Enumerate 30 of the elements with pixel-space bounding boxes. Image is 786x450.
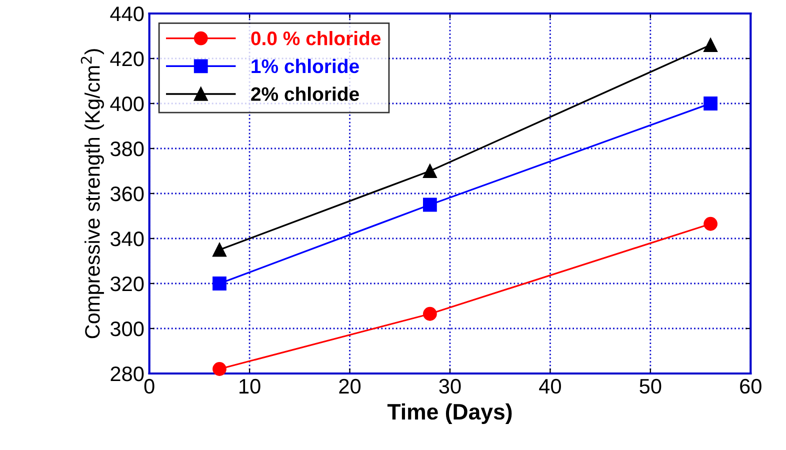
y-tick-label: 320 bbox=[110, 276, 144, 292]
point bbox=[422, 164, 437, 178]
x-tick-label: 60 bbox=[740, 378, 762, 394]
x-tick-label: 30 bbox=[439, 378, 461, 394]
point bbox=[422, 306, 437, 321]
point bbox=[422, 198, 437, 212]
point bbox=[704, 38, 718, 52]
point bbox=[704, 96, 718, 110]
y-tick-label: 360 bbox=[110, 186, 144, 202]
y-tick-label: 380 bbox=[110, 142, 144, 156]
x-axis-title: Time (Days) bbox=[387, 403, 512, 424]
y-axis-title: Compressive strength (Kg/cm$^{2}$) bbox=[80, 49, 104, 338]
y-tick-label: 400 bbox=[110, 96, 144, 112]
y-tick-label: 440 bbox=[110, 6, 144, 22]
x-tick-label: 20 bbox=[339, 378, 361, 394]
x-tick-label: 40 bbox=[539, 378, 561, 394]
point bbox=[212, 276, 226, 290]
legend-label: 1% chloride bbox=[252, 58, 359, 74]
point bbox=[212, 242, 226, 257]
x-tick-label: 0 bbox=[144, 378, 154, 394]
y-tick-label: 340 bbox=[110, 232, 144, 246]
legend-label: 0.0 % chloride bbox=[251, 31, 381, 46]
x-tick-label: 50 bbox=[640, 378, 662, 394]
x-tick-label: 10 bbox=[240, 378, 260, 394]
y-tick-label: 420 bbox=[110, 52, 144, 66]
point bbox=[704, 216, 718, 231]
y-tick-label: 300 bbox=[110, 322, 144, 336]
legend-label: 2% chloride bbox=[251, 86, 359, 101]
point bbox=[212, 362, 226, 376]
y-tick-label: 280 bbox=[110, 366, 144, 382]
